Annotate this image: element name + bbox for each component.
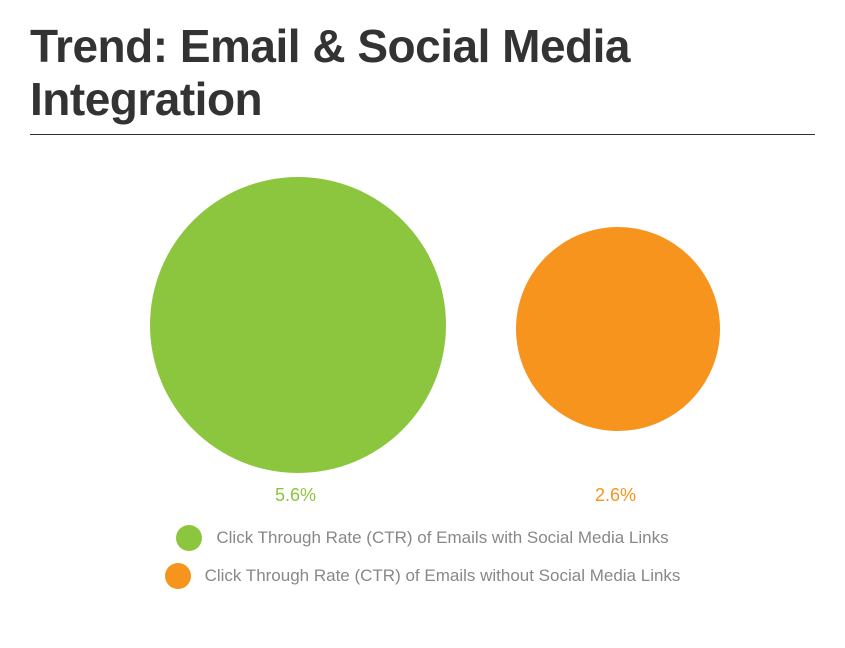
legend-label: Click Through Rate (CTR) of Emails witho… bbox=[205, 566, 681, 586]
circle-label-without-social: 2.6% bbox=[595, 485, 636, 506]
chart-area: 5.6% 2.6% bbox=[30, 165, 815, 505]
legend-swatch-icon bbox=[165, 563, 191, 589]
circle-with-social bbox=[150, 177, 446, 473]
circle-label-with-social: 5.6% bbox=[275, 485, 316, 506]
legend-label: Click Through Rate (CTR) of Emails with … bbox=[216, 528, 668, 548]
chart-title: Trend: Email & Social Media Integration bbox=[30, 20, 815, 135]
circle-without-social bbox=[516, 227, 720, 431]
legend-item-with-social: Click Through Rate (CTR) of Emails with … bbox=[176, 525, 668, 551]
legend-item-without-social: Click Through Rate (CTR) of Emails witho… bbox=[165, 563, 681, 589]
legend-swatch-icon bbox=[176, 525, 202, 551]
legend: Click Through Rate (CTR) of Emails with … bbox=[30, 525, 815, 589]
